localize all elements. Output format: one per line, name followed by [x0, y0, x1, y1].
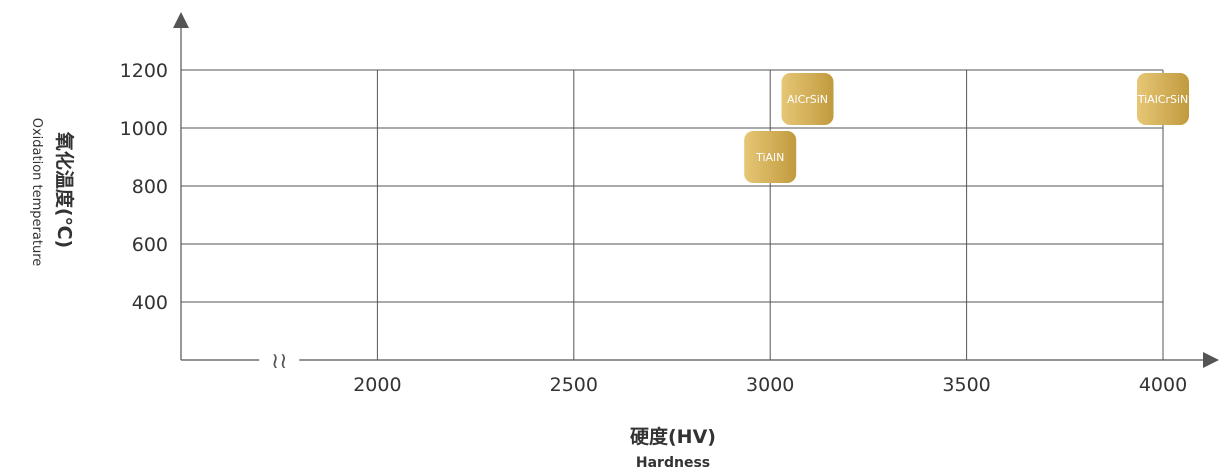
data-point-label: TiAlN	[755, 151, 784, 164]
x-tick-label: 4000	[1139, 374, 1187, 396]
data-point-marker	[744, 131, 797, 183]
y-tick-label: 800	[132, 176, 168, 198]
axes: ≀≀	[173, 12, 1219, 374]
data-point-marker	[1137, 73, 1189, 125]
y-axis-label: 氧化温度(℃)	[53, 132, 76, 248]
data-point-marker	[781, 73, 834, 125]
x-axis-arrow	[1203, 352, 1219, 368]
x-tick-label: 3500	[942, 374, 990, 396]
x-axis-label: 硬度(HV)	[630, 425, 716, 448]
data-point: TiAlCrSiN	[1137, 73, 1189, 125]
y-tick-label: 600	[132, 234, 168, 256]
y-axis-title: 氧化温度(℃) Oxidation temperature	[29, 118, 76, 267]
data-point-label: TiAlCrSiN	[1137, 93, 1189, 106]
data-points: TiAlN AlCrSiN TiAlCrSiN	[744, 73, 1189, 183]
data-point: TiAlN	[744, 131, 797, 183]
y-axis-arrow	[173, 12, 189, 28]
data-point: AlCrSiN	[781, 73, 834, 125]
y-tick-label: 400	[132, 292, 168, 314]
tick-labels: 400 600 800 1000 1200 2000 2500 3000 3500 4000	[120, 60, 1188, 396]
x-tick-label: 2500	[550, 374, 598, 396]
data-point-label: AlCrSiN	[787, 93, 828, 106]
x-axis-title: 硬度(HV) Hardness	[630, 425, 716, 471]
x-tick-label: 2000	[353, 374, 401, 396]
x-axis-label-en: Hardness	[636, 455, 710, 471]
grid	[181, 69, 1164, 360]
axis-break-symbol: ≀≀	[271, 349, 288, 374]
y-tick-label: 1200	[120, 60, 168, 82]
x-tick-label: 3000	[746, 374, 794, 396]
y-axis-label-en: Oxidation temperature	[29, 118, 44, 267]
y-tick-label: 1000	[120, 118, 168, 140]
